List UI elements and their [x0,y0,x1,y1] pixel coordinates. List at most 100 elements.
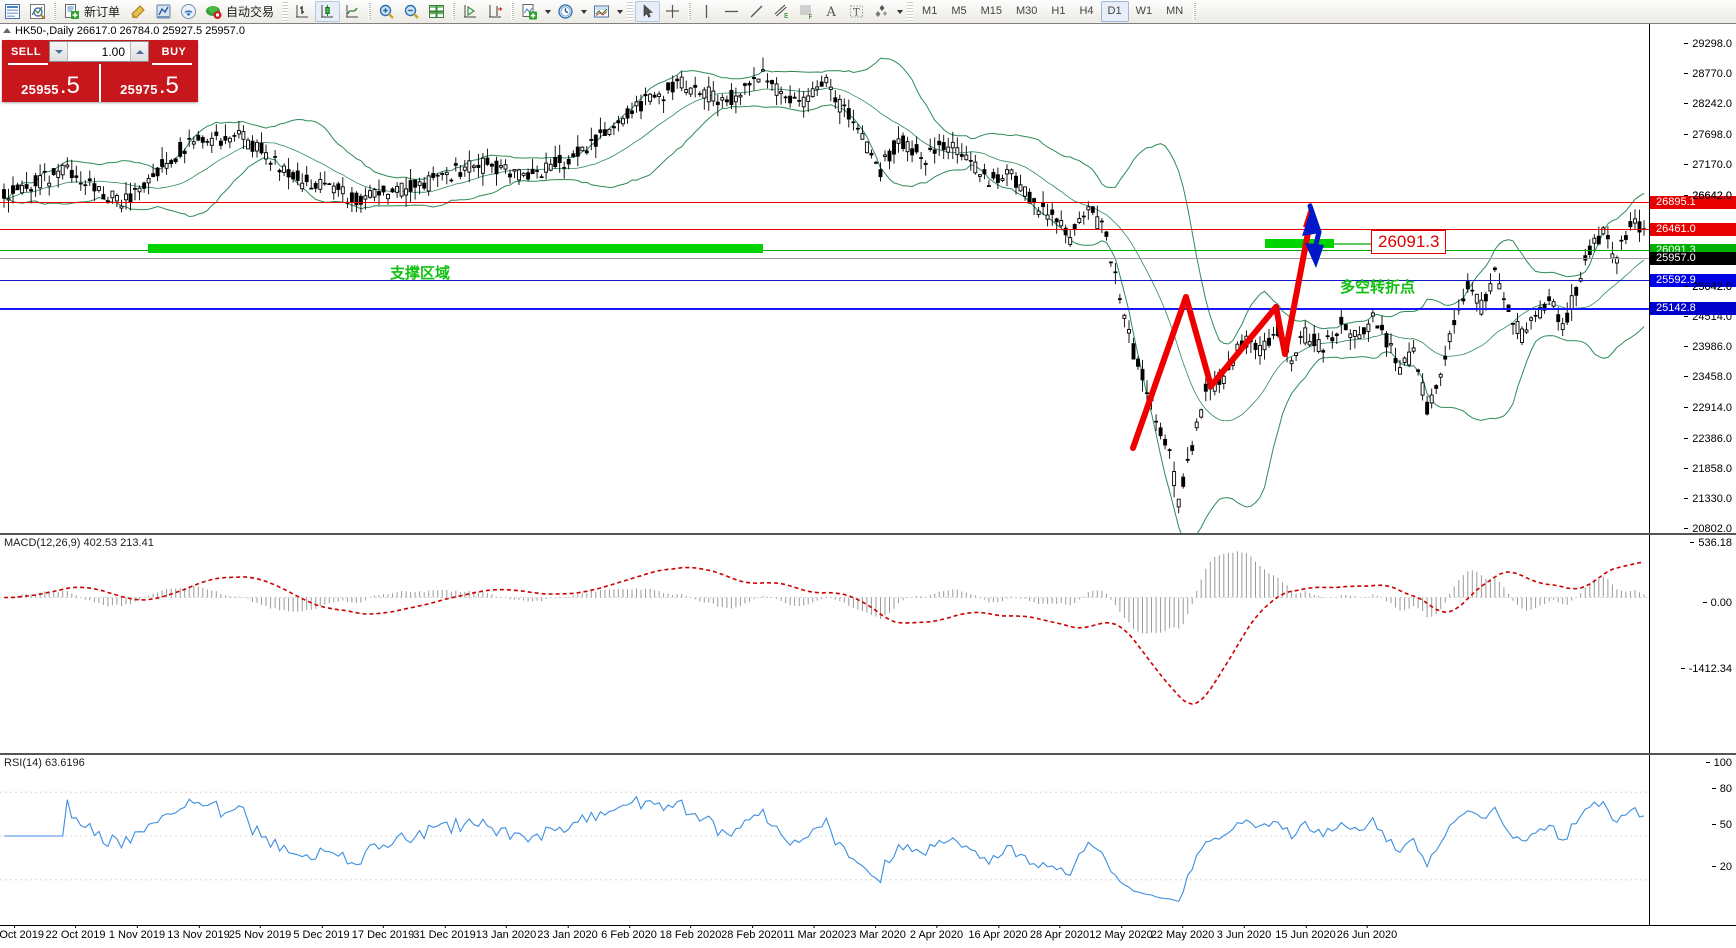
candlestick-chart-icon[interactable] [315,1,341,22]
date-tick: 16 Apr 2020 [968,925,1028,941]
sell-price[interactable]: 25955 .5 [2,64,99,102]
price-tag-resistance-line[interactable]: 26461.0 [1650,223,1736,236]
zoom-out-icon[interactable] [399,1,424,22]
trade-panel-prices: 25955 .5 25975 .5 [2,64,198,102]
rsi-axis[interactable]: 100 80 50 20 [1649,755,1736,925]
buy-button[interactable]: BUY [161,46,187,58]
timeframe-m1[interactable]: M1 [922,5,938,17]
chevron-down-icon [54,49,63,54]
trade-panel-divider [99,64,101,102]
bar-chart-icon[interactable] [290,1,315,22]
zoom-in-icon[interactable] [374,1,399,22]
one-click-trading-panel[interactable]: SELL 1.00 BUY 25955 .5 25975 .5 [2,40,198,102]
templates-icon[interactable] [589,1,614,22]
volume-value[interactable]: 1.00 [101,44,125,59]
rsi-tick: 100 [1705,757,1736,769]
timeframe-d1[interactable]: D1 [1100,1,1129,22]
support-zone-left[interactable] [148,244,763,253]
date-tick: 3 Jun 2020 [1216,925,1272,941]
macd-plot[interactable] [0,535,1650,753]
toolbar-grip[interactable] [907,1,914,22]
rsi-plot[interactable] [0,755,1650,925]
autotrading-button[interactable]: 自动交易 [201,1,280,22]
level-line-25142[interactable] [0,308,1650,310]
price-tag-level-line[interactable]: 25142.8 [1650,302,1736,315]
toolbar-grip[interactable] [627,1,634,22]
price-tick: 27698.0 [1684,129,1736,141]
resistance-line-26461[interactable] [0,229,1650,230]
indicators-dropdown-icon[interactable] [542,1,553,22]
date-tick: 11 Mar 2020 [783,925,844,941]
shapes-icon[interactable] [869,1,894,22]
buy-price[interactable]: 25975 .5 [101,64,198,102]
data-window-icon[interactable] [25,1,50,22]
collapse-triangle-icon[interactable] [3,28,11,33]
resistance-line-26895[interactable] [0,202,1650,203]
signals-icon[interactable] [176,1,201,22]
crosshair-icon[interactable] [660,1,685,22]
periods-icon[interactable] [553,1,578,22]
timeframe-mn[interactable]: MN [1166,5,1184,17]
trade-panel-top: SELL 1.00 BUY [2,40,198,64]
sell-button[interactable]: SELL [10,46,42,58]
price-tag-resistance-line[interactable]: 26895.1 [1650,196,1736,209]
tile-windows-icon[interactable] [424,1,449,22]
toolbar-separator [452,2,456,21]
market-watch-icon[interactable] [0,1,25,22]
vertical-line-icon[interactable] [694,1,719,22]
text-icon[interactable]: A [819,1,844,22]
timeframe-h4[interactable]: H4 [1079,5,1094,17]
equidistant-channel-icon[interactable]: E [769,1,794,22]
auto-scroll-icon[interactable] [458,1,483,22]
price-tag-level-line[interactable]: 25592.9 [1650,274,1736,287]
shapes-dropdown-icon[interactable] [894,1,905,22]
autotrading-icon[interactable] [201,1,226,22]
last-price-line [0,258,1650,259]
fibonacci-icon[interactable]: F [794,1,819,22]
date-tick: 22 Oct 2019 [45,925,106,941]
date-tick: 23 Mar 2020 [844,925,906,941]
horizontal-line-icon[interactable] [719,1,744,22]
price-tag-last-price[interactable]: 25957.0 [1650,252,1736,265]
volume-stepper[interactable]: 1.00 [49,41,149,62]
price-axis[interactable]: 29298.0 28770.0 28242.0 27698.0 27170.0 26642… [1649,24,1736,535]
level-line-25592[interactable] [0,280,1650,281]
date-tick: 28 Feb 2020 [721,925,783,941]
support-zone-right[interactable] [1265,239,1334,248]
periods-dropdown-icon[interactable] [578,1,589,22]
metaeditor-icon[interactable] [126,1,151,22]
templates-dropdown-icon[interactable] [614,1,625,22]
price-callout[interactable]: 26091.3 [1371,230,1447,254]
toolbar-grip[interactable] [282,1,289,22]
trendline-icon[interactable] [744,1,769,22]
text-label-icon[interactable]: T [844,1,869,22]
price-tick: 25042.0 [1684,281,1736,293]
strategy-tester-icon[interactable] [151,1,176,22]
timeframe-m15[interactable]: M15 [980,5,1002,17]
volume-down-button[interactable] [50,42,68,61]
sell-price-dec: .5 [59,72,80,99]
new-order-label: 新订单 [84,5,121,19]
line-chart-icon[interactable] [340,1,365,22]
new-order-icon[interactable] [59,1,84,22]
main-toolbar: 新订单 自动交易 [0,0,1736,24]
timeframe-h1[interactable]: H1 [1051,5,1066,17]
rsi-tick: 80 [1711,783,1736,795]
timeframe-m5[interactable]: M5 [951,5,967,17]
timeframe-m30[interactable]: M30 [1016,5,1038,17]
svg-text:F: F [809,13,813,20]
new-order-button[interactable]: 新订单 [59,1,126,22]
indicators-icon[interactable] [517,1,542,22]
price-plot[interactable]: 支撑区域 多空转折点 26091.3 [0,24,1650,533]
chart-shift-icon[interactable] [483,1,508,22]
macd-axis[interactable]: 536.18 0.00 -1412.34 [1649,535,1736,753]
macd-tick: 0.00 [1702,597,1736,609]
support-line-26091[interactable] [0,250,1650,251]
price-tick: 29298.0 [1684,38,1736,50]
svg-text:E: E [784,12,788,20]
volume-up-button[interactable] [130,42,148,61]
timeframe-w1[interactable]: W1 [1135,5,1153,17]
cursor-icon[interactable] [635,1,661,22]
svg-text:A: A [826,5,837,20]
